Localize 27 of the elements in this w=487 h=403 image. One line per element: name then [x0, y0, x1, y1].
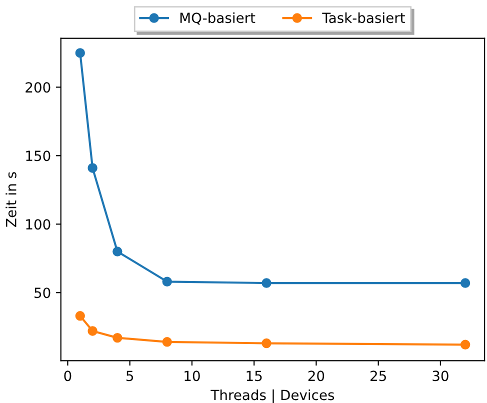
legend-label: Task-basiert [322, 12, 405, 24]
y-tick-label: 150 [26, 150, 50, 162]
point [75, 311, 85, 321]
y-tick-label: 200 [26, 82, 50, 93]
legend-label: MQ-basiert [180, 12, 256, 25]
point [88, 326, 98, 336]
y-tick-label: 100 [26, 219, 50, 230]
point [460, 278, 470, 288]
x-tick-label: 20 [308, 370, 324, 382]
x-axis-title: Threads | Devices [210, 389, 334, 403]
x-tick-label: 10 [184, 370, 200, 382]
point [112, 246, 122, 256]
point [162, 276, 172, 287]
point [75, 48, 85, 58]
x-tick-label: 25 [370, 370, 386, 382]
x-tick-label: 30 [432, 370, 448, 382]
y-tick-label: 50 [34, 288, 50, 298]
x-tick-label: 15 [246, 370, 262, 382]
point [88, 163, 98, 173]
point [262, 338, 272, 348]
x-tick-label: 0 [64, 370, 72, 382]
y-axis-title: Zeit in s [6, 172, 16, 227]
point [112, 332, 122, 343]
point [460, 340, 470, 350]
point [162, 337, 172, 347]
point [262, 278, 272, 288]
x-tick-label: 5 [126, 370, 134, 382]
